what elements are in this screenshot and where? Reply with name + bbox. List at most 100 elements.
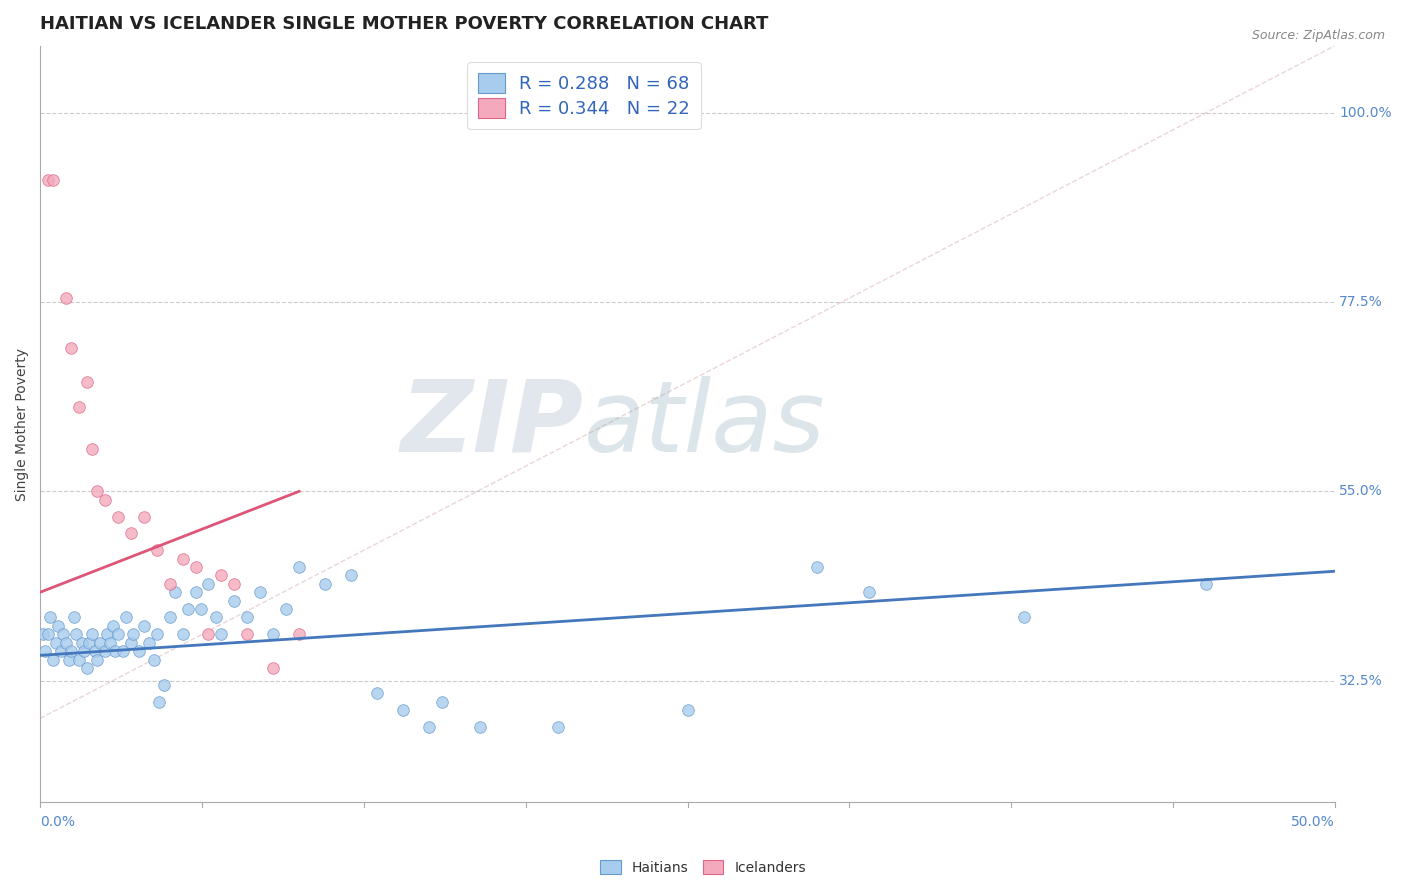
Point	[145, 543, 167, 558]
Point	[31, 627, 53, 641]
Point	[86, 652, 108, 666]
Point	[96, 627, 118, 641]
Point	[172, 551, 194, 566]
Point	[197, 577, 219, 591]
Point	[76, 661, 98, 675]
Point	[858, 585, 880, 599]
Point	[288, 560, 311, 574]
Point	[236, 627, 259, 641]
Point	[120, 636, 142, 650]
Point	[80, 627, 103, 641]
Point	[76, 375, 98, 389]
Point	[37, 173, 59, 187]
Point	[806, 560, 828, 574]
Point	[236, 610, 259, 624]
Text: Source: ZipAtlas.com: Source: ZipAtlas.com	[1251, 29, 1385, 42]
Point	[391, 703, 413, 717]
Point	[197, 627, 219, 641]
Point	[143, 652, 166, 666]
Point	[314, 577, 336, 591]
Point	[288, 627, 311, 641]
Point	[128, 644, 150, 658]
Text: HAITIAN VS ICELANDER SINGLE MOTHER POVERTY CORRELATION CHART: HAITIAN VS ICELANDER SINGLE MOTHER POVER…	[41, 15, 769, 33]
Point	[340, 568, 363, 582]
Point	[52, 627, 75, 641]
Point	[120, 526, 142, 541]
Point	[190, 602, 212, 616]
Text: 55.0%: 55.0%	[1339, 484, 1382, 499]
Text: 32.5%: 32.5%	[1339, 673, 1382, 688]
Point	[184, 560, 207, 574]
Y-axis label: Single Mother Poverty: Single Mother Poverty	[15, 348, 30, 500]
Point	[65, 627, 87, 641]
Point	[80, 442, 103, 457]
Text: 100.0%: 100.0%	[1339, 106, 1392, 120]
Point	[39, 610, 62, 624]
Point	[94, 644, 117, 658]
Text: 50.0%: 50.0%	[1291, 815, 1336, 829]
Point	[366, 686, 388, 700]
Point	[276, 602, 298, 616]
Point	[209, 627, 232, 641]
Point	[224, 577, 246, 591]
Point	[249, 585, 271, 599]
Point	[46, 619, 69, 633]
Point	[262, 661, 284, 675]
Legend: R = 0.288   N = 68, R = 0.344   N = 22: R = 0.288 N = 68, R = 0.344 N = 22	[467, 62, 702, 129]
Point	[163, 585, 186, 599]
Point	[132, 509, 155, 524]
Point	[547, 720, 569, 734]
Point	[73, 644, 96, 658]
Point	[138, 636, 160, 650]
Point	[153, 678, 176, 692]
Point	[98, 636, 121, 650]
Point	[1194, 577, 1216, 591]
Point	[104, 644, 127, 658]
Point	[101, 619, 124, 633]
Text: 0.0%: 0.0%	[41, 815, 75, 829]
Point	[132, 619, 155, 633]
Legend: Haitians, Icelanders: Haitians, Icelanders	[595, 855, 811, 880]
Point	[49, 644, 72, 658]
Point	[67, 652, 90, 666]
Point	[37, 627, 59, 641]
Point	[145, 627, 167, 641]
Point	[107, 509, 129, 524]
Point	[159, 610, 181, 624]
Point	[67, 401, 90, 415]
Point	[94, 492, 117, 507]
Point	[45, 636, 67, 650]
Point	[114, 610, 136, 624]
Text: atlas: atlas	[583, 376, 825, 473]
Point	[60, 342, 83, 356]
Text: ZIP: ZIP	[401, 376, 583, 473]
Point	[224, 593, 246, 607]
Text: 77.5%: 77.5%	[1339, 295, 1382, 310]
Point	[62, 610, 84, 624]
Point	[89, 636, 111, 650]
Point	[184, 585, 207, 599]
Point	[83, 644, 105, 658]
Point	[34, 644, 56, 658]
Point	[172, 627, 194, 641]
Point	[55, 291, 77, 305]
Point	[430, 695, 453, 709]
Point	[79, 636, 101, 650]
Point	[107, 627, 129, 641]
Point	[177, 602, 200, 616]
Point	[42, 652, 65, 666]
Point	[55, 636, 77, 650]
Point	[86, 484, 108, 499]
Point	[58, 652, 80, 666]
Point	[122, 627, 145, 641]
Point	[470, 720, 492, 734]
Point	[148, 695, 170, 709]
Point	[418, 720, 440, 734]
Point	[262, 627, 284, 641]
Point	[70, 636, 93, 650]
Point	[1014, 610, 1036, 624]
Point	[209, 568, 232, 582]
Point	[60, 644, 83, 658]
Point	[42, 173, 65, 187]
Point	[159, 577, 181, 591]
